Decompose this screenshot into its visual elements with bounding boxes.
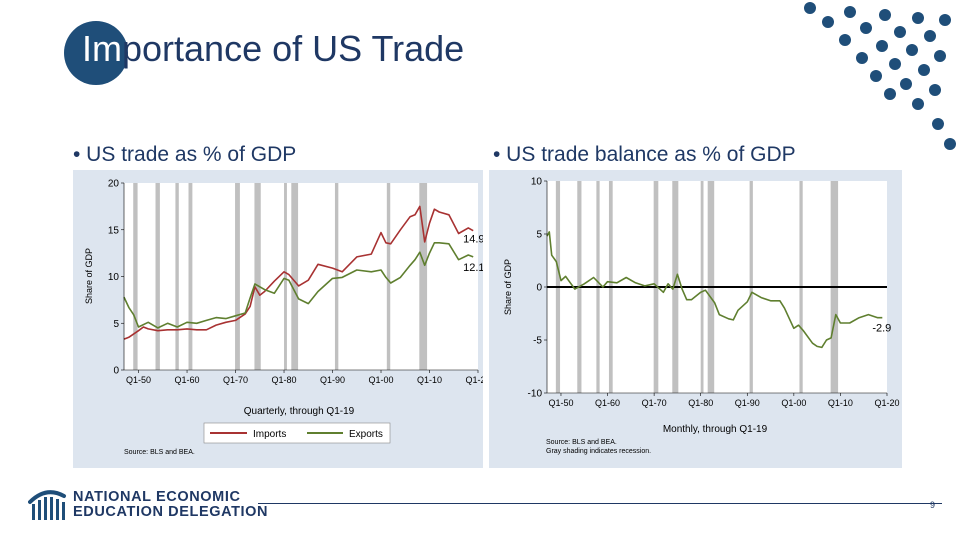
y-tick-label-1: -5 bbox=[533, 336, 542, 347]
logo-line-2: EDUCATION DELEGATION bbox=[73, 504, 269, 520]
chart-note: Gray shading indicates recession. bbox=[546, 448, 651, 455]
end-label-0: -2.9 bbox=[872, 323, 891, 335]
x-tick-label-3: Q1-80 bbox=[688, 398, 713, 408]
x-tick-label-0: Q1-50 bbox=[548, 398, 573, 408]
recession-band-1 bbox=[155, 183, 160, 370]
recession-band-7 bbox=[291, 183, 299, 370]
end-label-1: 12.1 bbox=[463, 262, 483, 274]
series-line-0 bbox=[123, 205, 474, 340]
y-tick-label-4: 20 bbox=[108, 179, 120, 190]
x-tick-label-0: Q1-50 bbox=[126, 375, 151, 385]
dot-pattern-icon bbox=[804, 2, 956, 150]
title-circle bbox=[64, 21, 128, 85]
x-tick-label-2: Q1-70 bbox=[642, 398, 667, 408]
y-axis-label: Share of GDP bbox=[503, 259, 513, 315]
legend-imports: Imports bbox=[253, 429, 286, 440]
footer-divider bbox=[258, 503, 942, 504]
x-axis-label: Quarterly, through Q1-19 bbox=[244, 406, 355, 417]
x-tick-label-7: Q1-20 bbox=[465, 375, 483, 385]
recession-band-8 bbox=[334, 183, 339, 370]
chart-panel-right: -10 -5 0 5 10 Q1-50 Q1-60 Q1-70 Q1-80 Q1-90 Q1-00 Q… bbox=[489, 170, 902, 468]
page-title: Importance of US Trade bbox=[82, 28, 464, 70]
x-tick-label-4: Q1-90 bbox=[735, 398, 760, 408]
recession-band-3 bbox=[188, 183, 193, 370]
title-rest: portance of US Trade bbox=[122, 28, 465, 69]
y-tick-label-0: 0 bbox=[113, 366, 119, 377]
chart-source: Source: BLS and BEA. bbox=[546, 439, 617, 446]
y-tick-label-4: 10 bbox=[531, 177, 543, 188]
chart-source: Source: BLS and BEA. bbox=[124, 449, 195, 456]
x-tick-label-6: Q1-10 bbox=[417, 375, 442, 385]
y-axis-label: Share of GDP bbox=[84, 248, 94, 304]
x-tick-label-5: Q1-00 bbox=[369, 375, 394, 385]
y-tick-label-3: 5 bbox=[536, 230, 542, 241]
recession-band-6 bbox=[284, 183, 287, 370]
legend: Imports Exports bbox=[203, 422, 391, 444]
series-line-1 bbox=[123, 242, 474, 329]
trade-share-chart: 0 5 10 15 20 Q1-50 Q1-60 Q1-70 Q1-80 Q1-90 Q1-00 Q1… bbox=[84, 179, 491, 457]
series-line-0 bbox=[546, 231, 883, 349]
recession-band-2 bbox=[175, 183, 179, 370]
trade-balance-chart: -10 -5 0 5 10 Q1-50 Q1-60 Q1-70 Q1-80 Q1-90 Q1-00 Q… bbox=[503, 177, 900, 456]
y-tick-label-1: 5 bbox=[113, 319, 119, 330]
x-axis-label: Monthly, through Q1-19 bbox=[663, 424, 768, 435]
chart-panel-left: 0 5 10 15 20 Q1-50 Q1-60 Q1-70 Q1-80 Q1-90 Q1-00 Q1… bbox=[73, 170, 491, 468]
legend-exports: Exports bbox=[349, 429, 383, 440]
x-tick-label-2: Q1-70 bbox=[223, 375, 248, 385]
page-number: 9 bbox=[930, 500, 936, 510]
x-tick-label-1: Q1-60 bbox=[595, 398, 620, 408]
recession-band-5 bbox=[254, 183, 261, 370]
recession-band-4 bbox=[235, 183, 240, 370]
y-tick-label-0: -10 bbox=[528, 389, 543, 400]
x-tick-label-4: Q1-90 bbox=[320, 375, 345, 385]
recession-band-9 bbox=[386, 183, 391, 370]
recession-band-10 bbox=[419, 183, 428, 370]
x-tick-label-7: Q1-20 bbox=[874, 398, 899, 408]
bullet-right: • US trade balance as % of GDP bbox=[493, 143, 796, 166]
end-label-0: 14.9 bbox=[463, 234, 483, 246]
y-tick-label-2: 10 bbox=[108, 272, 120, 283]
x-tick-label-5: Q1-00 bbox=[781, 398, 806, 408]
y-tick-label-3: 15 bbox=[108, 225, 120, 236]
plot-area bbox=[124, 183, 478, 370]
x-tick-label-3: Q1-80 bbox=[272, 375, 297, 385]
bar-chart-logo-icon bbox=[28, 490, 66, 520]
recession-band-0 bbox=[133, 183, 138, 370]
y-tick-label-2: 0 bbox=[536, 283, 542, 294]
x-tick-label-6: Q1-10 bbox=[828, 398, 853, 408]
x-tick-label-1: Q1-60 bbox=[175, 375, 200, 385]
bullet-left: • US trade as % of GDP bbox=[73, 143, 297, 166]
title-highlight: Im bbox=[82, 28, 122, 69]
logo-line-1: NATIONAL ECONOMIC bbox=[73, 489, 241, 505]
